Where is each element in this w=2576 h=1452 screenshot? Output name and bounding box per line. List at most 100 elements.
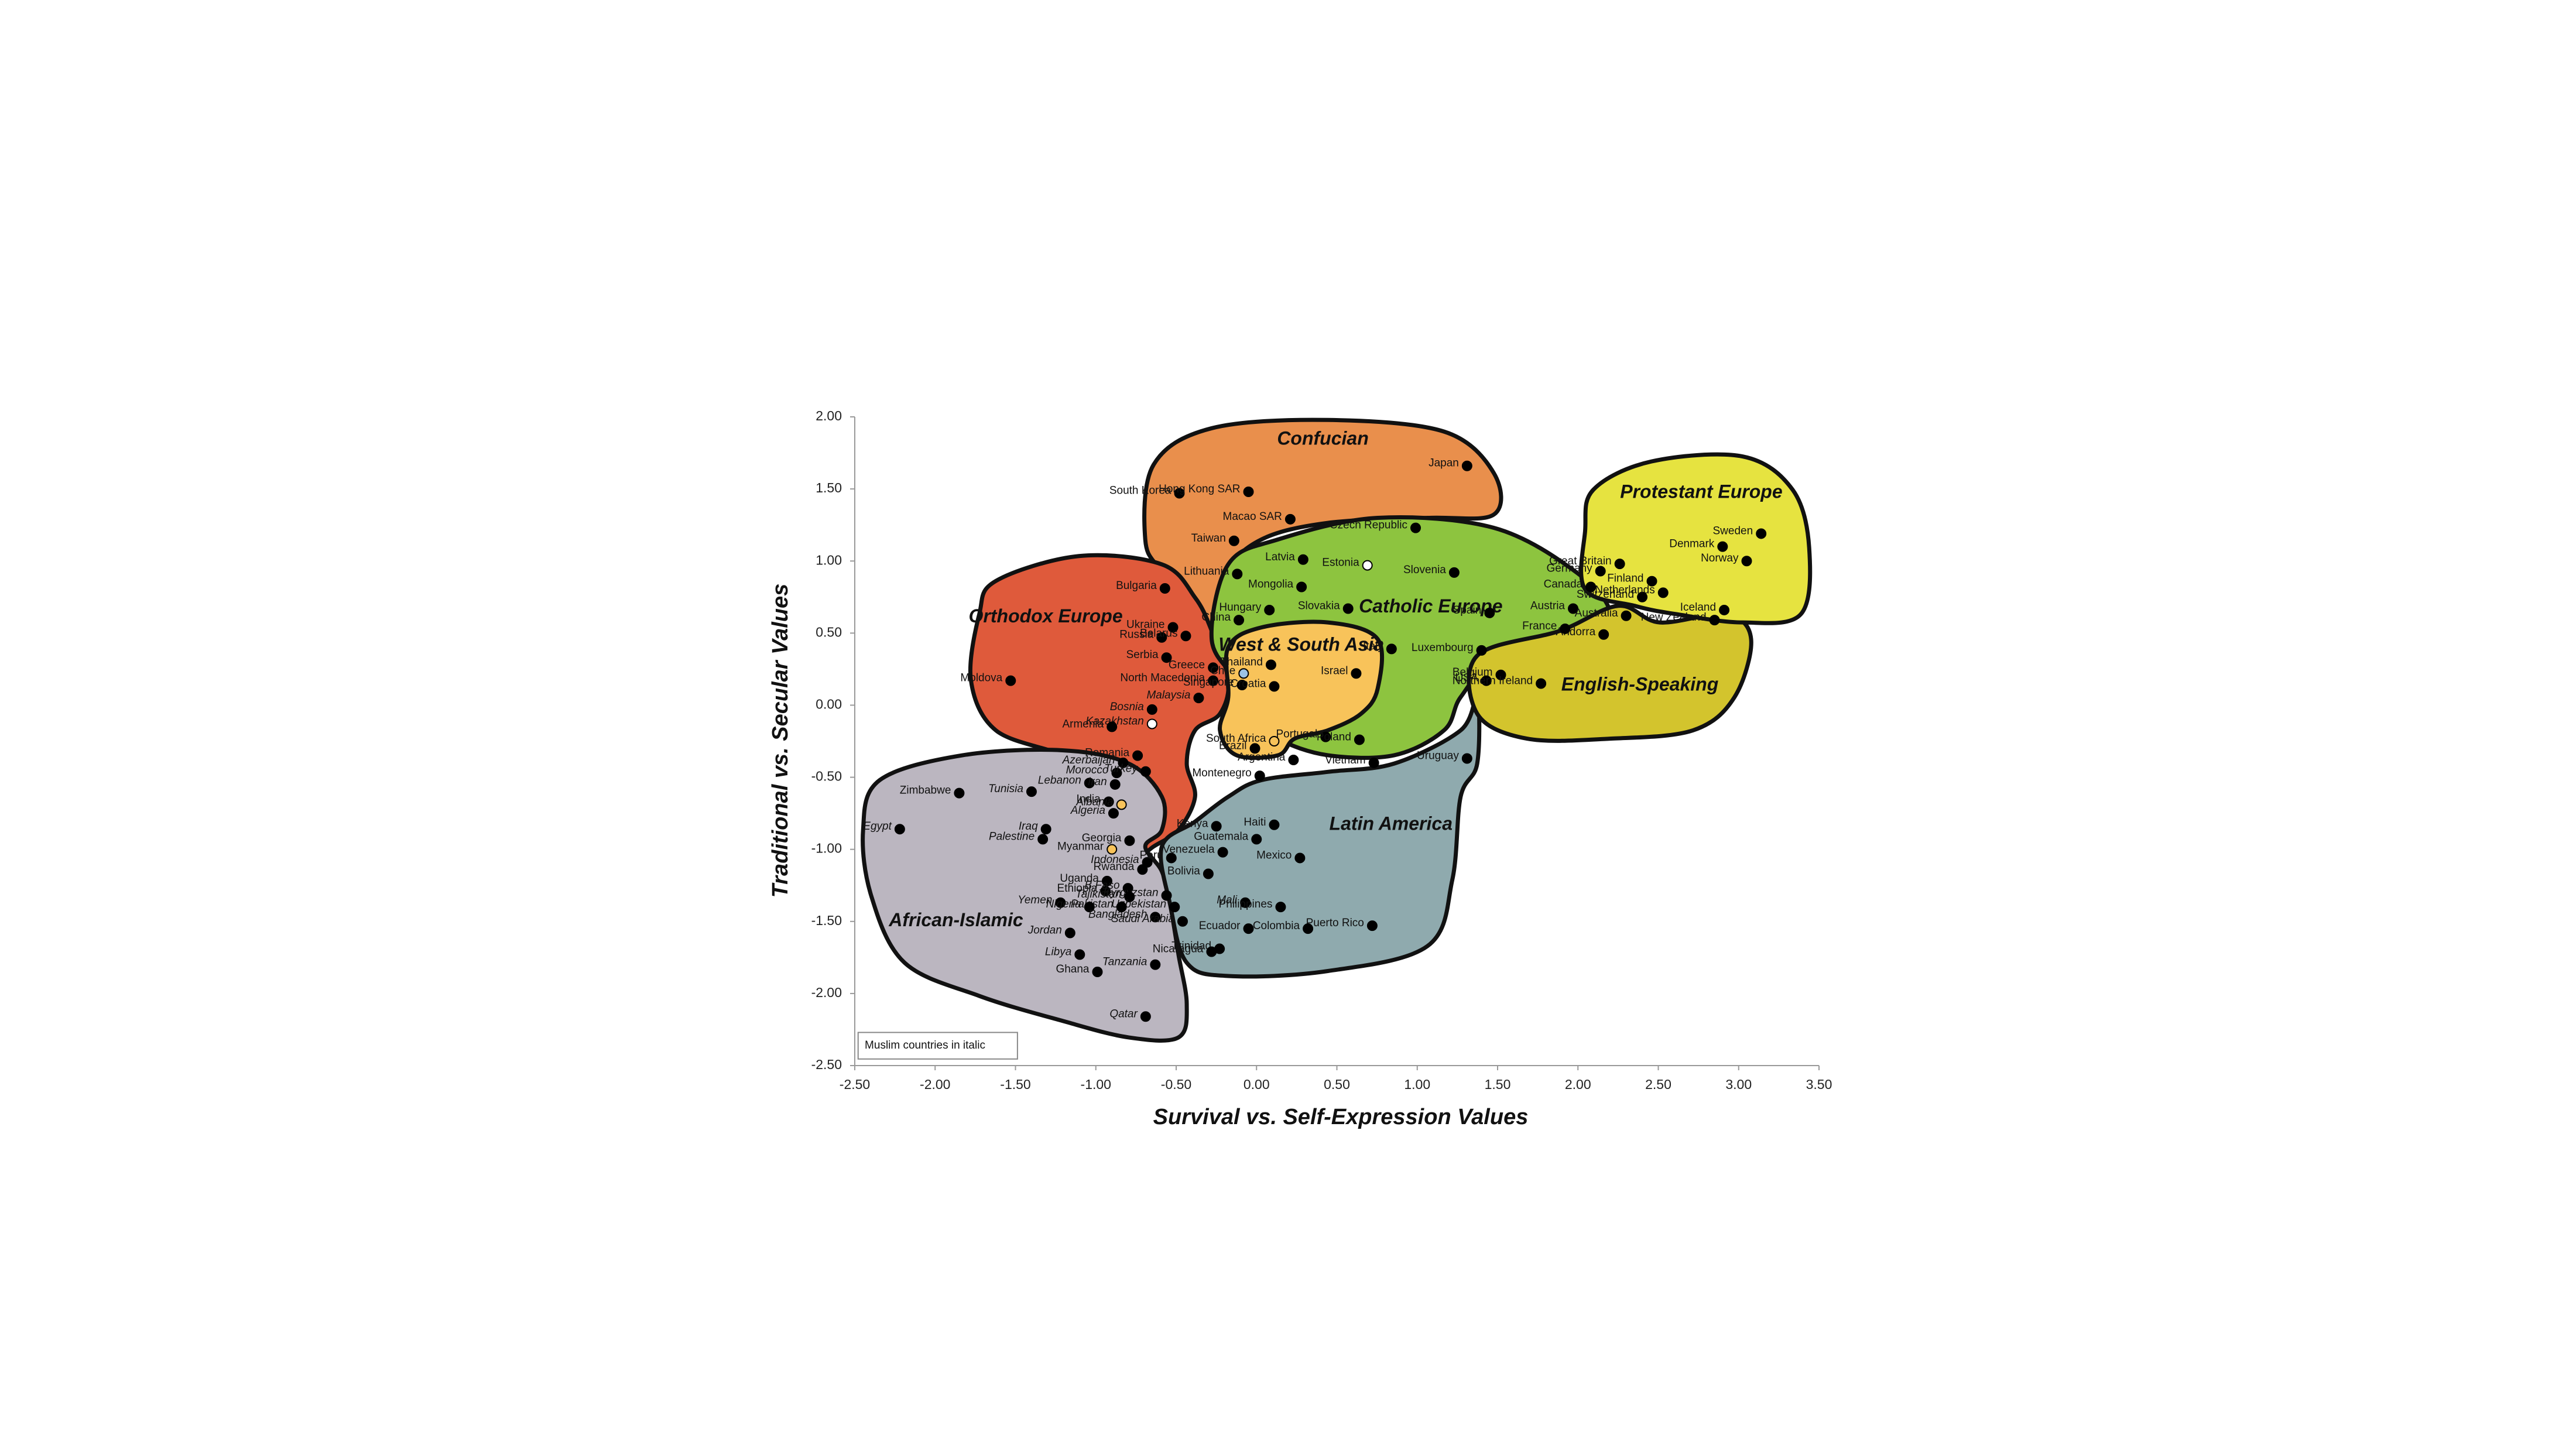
country-point bbox=[1132, 750, 1143, 761]
country-label: Greece bbox=[1169, 659, 1205, 671]
country-point bbox=[1476, 645, 1487, 656]
country-point bbox=[1101, 875, 1112, 886]
country-point bbox=[1269, 681, 1280, 692]
country-label: Poland bbox=[1317, 731, 1351, 744]
country-point bbox=[1595, 566, 1606, 577]
country-label: India bbox=[1077, 793, 1101, 805]
country-label: Uruguay bbox=[1417, 750, 1459, 762]
country-label: Ghana bbox=[1056, 963, 1089, 975]
country-point bbox=[1150, 912, 1161, 923]
country-label: Portugal bbox=[1276, 728, 1318, 741]
country-point bbox=[1064, 927, 1075, 939]
country-point bbox=[1146, 718, 1157, 730]
country-label: Argentina bbox=[1238, 751, 1286, 763]
country-point bbox=[1717, 541, 1728, 552]
x-tick-label: 2.00 bbox=[1565, 1077, 1591, 1092]
country-point bbox=[1234, 615, 1245, 626]
country-label: Iraq bbox=[1019, 820, 1038, 833]
region-shape bbox=[861, 748, 1189, 1043]
country-label: Venezuela bbox=[1163, 844, 1215, 856]
note-box bbox=[857, 1032, 1018, 1060]
country-label: Serbia bbox=[1126, 649, 1159, 661]
country-label: Kenya bbox=[1177, 817, 1208, 830]
country-point bbox=[1709, 615, 1720, 626]
country-label: Norway bbox=[1701, 552, 1739, 564]
country-point bbox=[1354, 734, 1365, 745]
country-label: Austria bbox=[1530, 600, 1566, 612]
country-label: New Zealand bbox=[1641, 611, 1707, 624]
x-tick-label: 1.50 bbox=[1485, 1077, 1511, 1092]
country-point bbox=[1150, 959, 1161, 970]
country-point bbox=[1137, 864, 1148, 875]
country-point bbox=[1118, 757, 1129, 768]
country-point bbox=[1297, 554, 1308, 565]
y-tick-label: 1.00 bbox=[816, 552, 842, 567]
country-label: Mongolia bbox=[1248, 578, 1294, 591]
country-point bbox=[1116, 902, 1127, 913]
country-point bbox=[1193, 693, 1204, 704]
country-point bbox=[1103, 796, 1114, 807]
country-label: Northern Ireland bbox=[1453, 675, 1533, 687]
country-point bbox=[1756, 528, 1767, 539]
country-point bbox=[1621, 610, 1632, 621]
country-label: Algeria bbox=[1070, 804, 1105, 817]
country-point bbox=[1254, 770, 1265, 782]
country-point bbox=[1719, 604, 1730, 615]
x-tick-label: -2.50 bbox=[840, 1077, 870, 1092]
country-label: Chile bbox=[1210, 665, 1235, 677]
y-tick-label: -2.50 bbox=[811, 1057, 842, 1072]
region-label: English-Speaking bbox=[1561, 673, 1718, 694]
country-point bbox=[1109, 779, 1121, 790]
country-point bbox=[1536, 678, 1547, 689]
country-label: Belarus bbox=[1140, 627, 1177, 639]
country-point bbox=[1146, 704, 1157, 715]
country-point bbox=[1124, 835, 1135, 846]
country-label: Great Britain bbox=[1549, 555, 1612, 567]
country-label: Bulgaria bbox=[1116, 580, 1157, 592]
region-label: Orthodox Europe bbox=[969, 605, 1123, 626]
country-label: Philippines bbox=[1219, 898, 1273, 910]
country-point bbox=[1448, 567, 1460, 578]
country-point bbox=[1568, 603, 1579, 614]
country-label: Slovenia bbox=[1403, 564, 1446, 576]
country-point bbox=[1055, 897, 1066, 908]
y-tick-label: 2.00 bbox=[816, 408, 842, 423]
country-label: South Korea bbox=[1109, 485, 1171, 497]
country-point bbox=[1646, 576, 1657, 587]
country-point bbox=[1180, 631, 1191, 642]
x-tick-label: -0.50 bbox=[1161, 1077, 1191, 1092]
country-label: Vietnam bbox=[1325, 754, 1365, 766]
country-label: Japan bbox=[1429, 457, 1459, 470]
country-point bbox=[1269, 736, 1280, 746]
country-label: Netherlands bbox=[1595, 584, 1654, 596]
country-label: Tajikistan bbox=[1075, 888, 1122, 900]
country-label: Lithuania bbox=[1184, 565, 1229, 577]
country-point bbox=[1208, 675, 1219, 686]
note: Muslim countries in italic bbox=[865, 1039, 985, 1052]
country-label: Croatia bbox=[1230, 677, 1266, 690]
country-label: Tanzania bbox=[1102, 956, 1147, 968]
x-tick-label: -1.50 bbox=[1000, 1077, 1030, 1092]
country-point bbox=[1275, 902, 1286, 913]
country-label: Nigeria bbox=[1046, 898, 1081, 910]
region-shape bbox=[1218, 619, 1385, 760]
country-label: Morocco bbox=[1066, 764, 1109, 776]
country-point bbox=[1296, 581, 1307, 593]
country-point bbox=[1124, 891, 1135, 902]
x-tick-label: 3.50 bbox=[1806, 1077, 1832, 1092]
country-point bbox=[1461, 460, 1472, 471]
country-point bbox=[1159, 583, 1170, 594]
x-tick-label: -1.00 bbox=[1081, 1077, 1111, 1092]
country-label: Montenegro bbox=[1192, 767, 1251, 779]
country-point bbox=[1206, 946, 1217, 957]
country-label: Bosnia bbox=[1110, 701, 1144, 713]
country-point bbox=[1368, 757, 1379, 768]
country-label: Azerbaijan bbox=[1062, 754, 1115, 766]
country-point bbox=[1166, 852, 1177, 864]
country-label: Uganda bbox=[1060, 872, 1099, 885]
country-point bbox=[1084, 902, 1095, 913]
country-point bbox=[1236, 679, 1248, 690]
country-label: Brazil bbox=[1219, 739, 1247, 752]
country-point bbox=[1362, 560, 1373, 571]
